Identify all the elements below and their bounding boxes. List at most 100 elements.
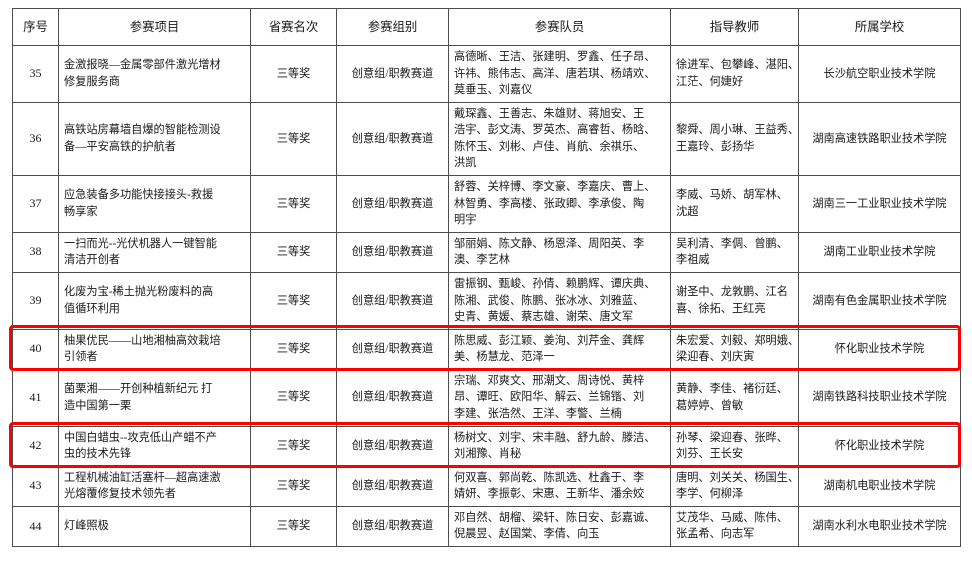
table-body: 35 金激报晓—金属零部件激光增材 修复服务商 三等奖 创意组/职教赛道 高德晰、王洁、张… [12,45,961,548]
cell-teachers-line: 沈超 [676,205,699,218]
cell-project-line: 修复服务商 [64,75,120,88]
cell-members: 邓自然、胡榴、梁轩、陈日安、彭嘉诚、 倪晨昱、赵国棠、李倩、向玉 [448,505,671,548]
cell-rank: 三等奖 [250,271,337,330]
cell-members-line: 澳、李艺林 [454,254,510,267]
cell-members-line: 浩宇、彭文涛、罗英杰、高睿哲、杨晗、 [454,124,656,137]
cell-teachers-line: 谢圣中、龙敦鹏、江名 [676,286,788,299]
cell-school: 怀化职业技术学院 [798,328,961,370]
cell-school: 湖南有色金属职业技术学院 [798,271,961,330]
cell-project-line: 值循环利用 [64,302,120,315]
cell-project-line: 中国白蜡虫--攻克低山产蜡不产 [64,431,217,444]
cell-project-line: 金激报晓—金属零部件激光增材 [64,59,221,72]
cell-rank: 三等奖 [250,368,337,427]
cell-rank: 三等奖 [250,425,337,467]
cell-teachers-line: 梁迎春、刘庆寅 [676,351,755,364]
cell-members-line: 陈思威、彭江颖、姜洵、刘芹金、龚辉 [454,334,645,347]
table-row: 38 一扫而光--光伏机器人一键智能 清洁开创者 三等奖 创意组/职教赛道 邹丽娟、陈文静… [12,231,961,273]
cell-index: 38 [12,231,59,273]
cell-project-line: 畅享家 [64,205,98,218]
cell-project-line: 工程机械油缸活塞杆—超高速激 [64,471,221,484]
cell-teachers-line: 吴利清、李倜、曾鹏、 [676,237,788,250]
cell-members: 何双喜、郭尚乾、陈凯选、杜鑫于、李 婧妍、李振彰、宋惠、王新华、潘余姣 [448,465,671,507]
cell-project-line: 引领者 [64,351,98,364]
cell-teachers-line: 葛婷婷、曾敏 [676,399,744,412]
column-header-index: 序号 [12,8,59,46]
cell-members-line: 舒蓉、关梓博、李文豪、李嘉庆、曹上、 [454,181,656,194]
table-header: 序号 参赛项目 省赛名次 参赛组别 参赛队员 指导教师 所属学校 [12,8,961,46]
cell-school: 湖南铁路科技职业技术学院 [798,368,961,427]
cell-school: 湖南高速铁路职业技术学院 [798,101,961,177]
cell-members-line: 邹丽娟、陈文静、杨恩泽、周阳英、李 [454,237,645,250]
cell-members-line: 明宇 [454,214,477,227]
cell-teachers: 黄静、李佳、褚衍廷、 葛婷婷、曾敏 [670,368,799,427]
cell-rank: 三等奖 [250,505,337,548]
cell-rank: 三等奖 [250,101,337,177]
cell-teachers-line: 徐进军、包攀峰、湛阳、 [676,59,800,72]
cell-project: 工程机械油缸活塞杆—超高速激 光熔覆修复技术领先者 [58,465,251,507]
cell-index: 36 [12,101,59,177]
cell-members-line: 洪凯 [454,157,477,170]
column-header-school: 所属学校 [798,8,961,46]
cell-school: 怀化职业技术学院 [798,425,961,467]
cell-index: 37 [12,175,59,233]
cell-project: 化废为宝-稀土抛光粉废料的高 值循环利用 [58,271,251,330]
cell-project-line: 虫的技术先锋 [64,448,132,461]
cell-members-line: 许祎、熊伟志、高洋、唐若琪、杨靖欢、 [454,67,656,80]
cell-members: 高德晰、王洁、张建明、罗鑫、任子昂、 许祎、熊伟志、高洋、唐若琪、杨靖欢、 莫垂玉、… [448,45,671,103]
cell-group: 创意组/职教赛道 [336,368,449,427]
cell-members-line: 史青、黄媛、蔡志雄、谢荣、唐文军 [454,311,634,324]
table-row: 35 金激报晓—金属零部件激光增材 修复服务商 三等奖 创意组/职教赛道 高德晰、王洁、张… [12,45,961,103]
cell-members-line: 婧妍、李振彰、宋惠、王新华、潘余姣 [454,488,645,501]
cell-members-line: 高德晰、王洁、张建明、罗鑫、任子昂、 [454,51,656,63]
cell-members-line: 倪晨昱、赵国棠、李倩、向玉 [454,528,600,541]
cell-teachers: 徐进军、包攀峰、湛阳、 江茫、何婕好 [670,45,800,103]
cell-group: 创意组/职教赛道 [336,505,449,548]
cell-project: 柚果优民——山地湘柚高效栽培 引领者 [58,328,251,370]
column-header-rank: 省赛名次 [250,8,337,46]
competition-results-table: 序号 参赛项目 省赛名次 参赛组别 参赛队员 指导教师 所属学校 35 金激报晓—… [12,8,961,548]
cell-group: 创意组/职教赛道 [336,465,449,507]
table-row: 41 菌栗湘——开创种植新纪元 打造中国第一栗 三等奖 创意组/职教赛道 宗瑞、邓爽文、… [12,368,961,427]
cell-teachers: 谢圣中、龙敦鹏、江名 喜、徐拓、王红亮 [670,271,799,330]
cell-teachers-line: 张孟希、向志军 [676,528,755,541]
cell-teachers: 孙琴、梁迎春、张晔、 刘芬、王长安 [670,425,799,467]
cell-teachers-line: 喜、徐拓、王红亮 [676,302,766,315]
cell-teachers-line: 黎舜、周小琳、王益秀、 [676,124,800,137]
cell-school: 湖南机电职业技术学院 [798,465,961,507]
table-row: 42 中国白蜡虫--攻克低山产蜡不产 虫的技术先锋 三等奖 创意组/职教赛道 杨树文、刘宇… [12,425,961,467]
cell-index: 42 [12,425,59,467]
cell-teachers: 朱宏爱、刘毅、郑明娥、 梁迎春、刘庆寅 [670,328,800,370]
cell-index: 35 [12,45,59,103]
cell-project: 中国白蜡虫--攻克低山产蜡不产 虫的技术先锋 [58,425,251,467]
cell-teachers-line: 李威、马娇、胡军林、 [676,189,788,202]
cell-project: 高铁站房幕墙自爆的智能检测设 备—平安高铁的护航者 [58,101,251,177]
cell-project-line: 灯峰照极 [64,520,109,533]
cell-teachers: 吴利清、李倜、曾鹏、 李祖威 [670,231,799,273]
cell-project: 灯峰照极 [58,505,251,548]
cell-rank: 三等奖 [250,328,337,370]
cell-group: 创意组/职教赛道 [336,425,449,467]
cell-members-line: 林智勇、李高楼、张政卿、李承俊、陶 [454,197,645,210]
cell-teachers-line: 黄静、李佳、褚衍廷、 [676,383,788,396]
cell-group: 创意组/职教赛道 [336,101,449,177]
cell-teachers-line: 唐明、刘关关、杨国生、 [676,471,800,484]
cell-teachers-line: 江茫、何婕好 [676,75,744,88]
cell-members: 邹丽娟、陈文静、杨恩泽、周阳英、李 澳、李艺林 [448,231,671,273]
table-row: 43 工程机械油缸活塞杆—超高速激 光熔覆修复技术领先者 三等奖 创意组/职教赛道 何双喜… [12,465,961,507]
cell-group: 创意组/职教赛道 [336,271,449,330]
cell-members-line: 戴琛鑫、王善志、朱雄财、蒋旭安、王 [454,107,645,120]
cell-teachers-line: 朱宏爱、刘毅、郑明娥、 [676,334,800,347]
cell-project-line: 柚果优民——山地湘柚高效栽培 [64,334,221,347]
table-row: 39 化废为宝-稀土抛光粉废料的高 值循环利用 三等奖 创意组/职教赛道 雷振钢、甄峻、孙… [12,271,961,330]
cell-project: 菌栗湘——开创种植新纪元 打造中国第一栗 [58,368,251,427]
table-row: 37 应急装备多功能快接接头-救援 畅享家 三等奖 创意组/职教赛道 舒蓉、关梓博、李文豪… [12,175,961,233]
cell-project-line: 造中国第一栗 [64,399,132,412]
cell-project-line: 应急装备多功能快接接头-救援 [64,189,214,202]
cell-members-line: 雷振钢、甄峻、孙倩、赖鹏辉、谭庆典、 [454,277,656,290]
cell-project: 金激报晓—金属零部件激光增材 修复服务商 [58,45,251,103]
cell-project-line: 一扫而光--光伏机器人一键智能 [64,237,217,250]
cell-members-line: 昂、谭旺、欧阳华、解云、兰锦锴、刘 [454,391,645,404]
cell-rank: 三等奖 [250,45,337,103]
cell-rank: 三等奖 [250,465,337,507]
